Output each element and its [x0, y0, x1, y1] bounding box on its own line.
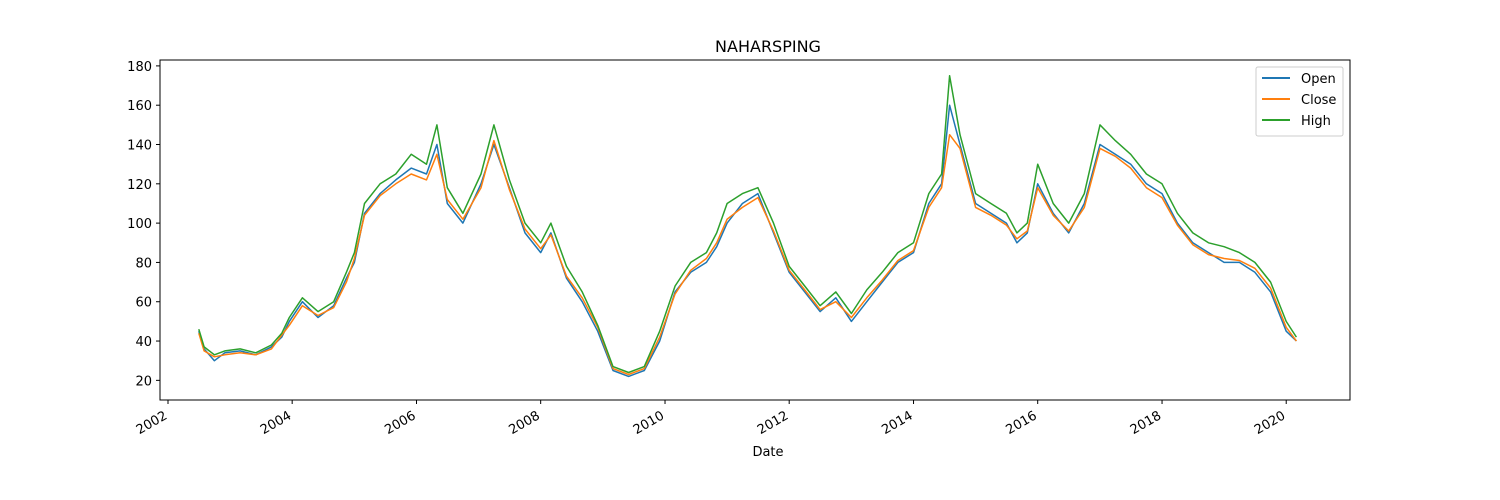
plot-area [160, 60, 1350, 400]
y-tick-label: 60 [135, 296, 152, 311]
chart-title: NAHARSPING [715, 37, 821, 56]
legend: Open Close High [1255, 66, 1344, 137]
y-axis: 20 40 60 80 100 120 140 160 180 [127, 60, 160, 389]
y-tick-label: 120 [127, 178, 152, 193]
y-tick-label: 140 [127, 139, 152, 154]
legend-box [1255, 66, 1344, 137]
plot-frame [159, 59, 1351, 401]
y-tick-label: 160 [127, 99, 152, 114]
x-axis-label: Date [752, 445, 783, 460]
series-line-close [198, 133, 1298, 376]
y-tick-label: 100 [127, 217, 152, 232]
series-layer [198, 74, 1298, 378]
series-line-open [198, 104, 1297, 378]
legend-label-close: Close [1301, 93, 1336, 108]
legend-label-high: High [1301, 114, 1331, 129]
series-line-high [198, 74, 1298, 374]
legend-label-open: Open [1301, 72, 1336, 87]
y-tick-label: 40 [135, 335, 152, 350]
y-tick-label: 80 [135, 256, 152, 271]
y-tick-label: 180 [127, 60, 152, 75]
y-tick-label: 20 [135, 374, 152, 389]
